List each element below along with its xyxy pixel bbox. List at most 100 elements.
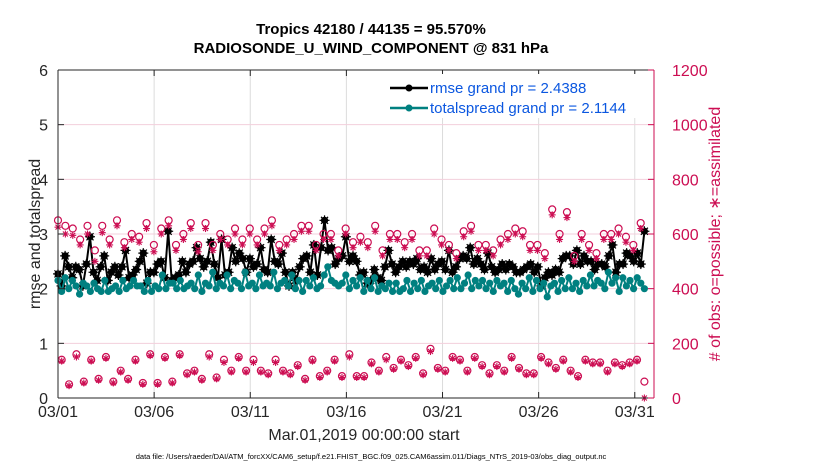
obs-possible-point [61,221,70,230]
asterisk-spike [92,258,98,265]
obs-assimilated-point [511,230,519,238]
data-point-spike [427,254,436,263]
data-point [86,287,94,295]
obs-assimilated-point [526,246,534,254]
obs-assimilated-point [327,235,335,243]
obs-assimilated-point [452,255,460,263]
asterisk-spike [121,244,128,251]
data-point [194,271,202,279]
data-point-spike [256,243,265,252]
obs-assimilated-point [574,374,582,381]
asterisk-spike [114,222,120,229]
data-point-spike [132,265,141,274]
obs-assimilated-point [438,241,446,249]
asterisk-spike [423,253,430,259]
data-point-spike [274,260,283,269]
obs-assimilated-point [570,257,578,265]
obs-assimilated-point [150,248,158,256]
data-point-spike [352,257,361,266]
data-point [97,287,105,295]
data-point-spike [349,251,357,260]
data-point [572,279,580,287]
obs-assimilated-point [179,235,187,243]
data-point [619,274,627,282]
obs-assimilated-point [633,357,641,365]
asterisk-spike [409,236,415,243]
asterisk-spike [604,369,611,375]
data-point-spike [636,260,645,269]
asterisk-spike [505,236,511,243]
asterisk-spike [213,376,220,382]
asterisk-spike [66,382,72,389]
y-tick-label: 3 [39,227,48,244]
data-point [446,276,454,285]
data-point-spike [441,265,450,274]
asterisk-spike [305,228,312,235]
obs-assimilated-point [471,354,479,362]
obs-assimilated-point [194,248,202,256]
obs-assimilated-point [165,222,173,230]
x-tick-label: 03/06 [134,404,174,421]
chart-title-line-1: Tropics 42180 / 44135 = 95.570% [256,21,486,38]
obs-assimilated-point [460,233,468,241]
data-point [252,285,260,293]
obs-assimilated-point [485,371,493,379]
asterisk-spike [501,369,508,375]
data-point-spike [210,260,219,269]
obs-assimilated-point [338,374,346,381]
data-point [72,282,80,290]
x-tick-label: 03/31 [615,404,655,421]
obs-assimilated-point [592,255,600,263]
data-point [317,282,325,290]
asterisk-spike [615,231,622,237]
asterisk-spike [372,228,379,235]
obs-assimilated-point [168,379,176,387]
asterisk-spike [232,231,238,237]
asterisk-spike [494,363,500,370]
asterisk-spike [482,247,489,254]
obs-assimilated-point [401,244,409,252]
asterisk-spike [471,355,478,362]
data-point [385,279,393,287]
asterisk-spike [545,360,552,367]
obs-assimilated-point [279,368,287,376]
obs-assimilated-point [312,246,320,254]
asterisk-spike [302,377,308,384]
data-point [453,274,461,282]
obs-assimilated-point [622,238,630,246]
asterisk-spike [184,371,190,378]
asterisk-spike [434,366,441,373]
obs-assimilated-point [305,227,313,235]
asterisk-spike [250,359,257,366]
data-point [129,276,138,285]
data-point [590,282,598,290]
obs-assimilated-point [187,225,195,233]
data-point [198,287,206,295]
obs-assimilated-point [308,357,316,365]
obs-assimilated-point [426,348,434,356]
data-point-spike [320,216,329,225]
asterisk-spike [420,371,426,378]
obs-assimilated-point [146,352,154,360]
obs-assimilated-point [379,252,387,260]
obs-assimilated-point [552,365,560,373]
asterisk-spike [99,229,106,236]
asterisk-spike [398,358,404,364]
asterisk-spike [73,354,80,360]
data-point [295,276,303,285]
asterisk-spike [117,369,124,375]
obs-assimilated-point [135,238,143,246]
legend-rmse-marker [405,84,413,92]
obs-assimilated-point [331,357,339,365]
legend-rmse-label: rmse grand pr = 2.4388 [430,80,586,97]
obs-assimilated-point [563,214,571,222]
data-point-spike [235,249,244,258]
data-point-spike [608,240,617,249]
obs-assimilated-point [213,375,221,383]
asterisk-spike [527,247,533,254]
data-point-spike [473,254,482,263]
obs-assimilated-point [397,357,405,365]
asterisk-spike [634,358,640,364]
asterisk-spike [342,231,349,237]
